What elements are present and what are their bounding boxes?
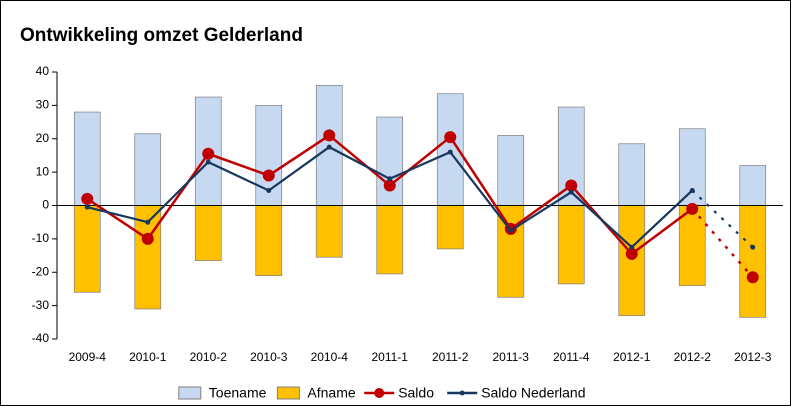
bar [497,135,525,206]
bar [73,111,101,206]
legend-swatch [178,386,202,400]
bar [739,165,767,206]
y-tick-label: -10 [32,231,50,245]
x-tick-label: 2010-4 [311,350,349,364]
marker [689,187,695,193]
legend-label: Afname [307,385,355,401]
y-tick-label: -40 [32,331,50,345]
projected-line [691,189,754,249]
bar [436,205,464,250]
marker [444,131,457,144]
x-tick-label: 2011-1 [372,350,409,364]
marker [750,244,756,250]
bar [618,205,646,316]
y-tick-label: 10 [36,164,50,178]
legend-swatch [276,386,300,400]
marker [383,179,396,192]
marker [205,159,211,165]
x-tick-label: 2010-1 [129,350,167,364]
y-tick-label: -20 [32,264,50,278]
marker [81,192,94,205]
chart-title: Ontwikkeling omzet Gelderland [20,25,303,46]
marker [447,149,453,155]
legend-label: Saldo Nederland [481,385,585,401]
y-tick-label: 40 [36,64,50,78]
marker [629,244,635,250]
marker [84,204,90,210]
y-tick-label: 20 [36,131,50,145]
marker [326,144,332,150]
marker [565,179,578,192]
marker [323,129,336,142]
marker [141,232,154,245]
marker [266,187,272,193]
x-tick-label: 2012-1 [613,350,651,364]
marker [625,247,638,260]
x-tick-label: 2010-3 [250,350,288,364]
marker [746,271,759,284]
bar [315,205,343,258]
x-tick-label: 2012-3 [734,350,772,364]
bar [618,143,646,206]
x-tick-label: 2009-4 [69,350,107,364]
x-tick-label: 2011-2 [432,350,469,364]
bar [557,205,585,285]
legend: Toename Afname Saldo Saldo Nederland [178,385,585,401]
bar [73,205,101,293]
x-tick-label: 2010-2 [190,350,228,364]
x-tick-label: 2011-4 [553,350,590,364]
bar [255,205,283,276]
y-tick-label: -30 [32,298,50,312]
x-tick-label: 2012-2 [674,350,712,364]
y-tick-label: 30 [36,98,50,112]
marker [568,189,574,195]
legend-label: Toename [209,385,267,401]
bar [376,116,404,206]
bar [678,128,706,206]
bar [194,205,222,261]
marker [508,228,514,234]
marker [145,219,151,225]
marker [262,169,275,182]
legend-marker [374,388,385,398]
marker [202,147,215,160]
marker [686,202,699,215]
legend-marker [459,390,465,396]
bar [739,205,767,318]
bar [376,205,404,275]
bar [134,133,162,206]
legend-label: Saldo [398,385,434,401]
bar [678,205,706,286]
y-tick-label: 0 [42,198,49,212]
marker [387,176,393,182]
x-tick-label: 2011-3 [493,350,530,364]
